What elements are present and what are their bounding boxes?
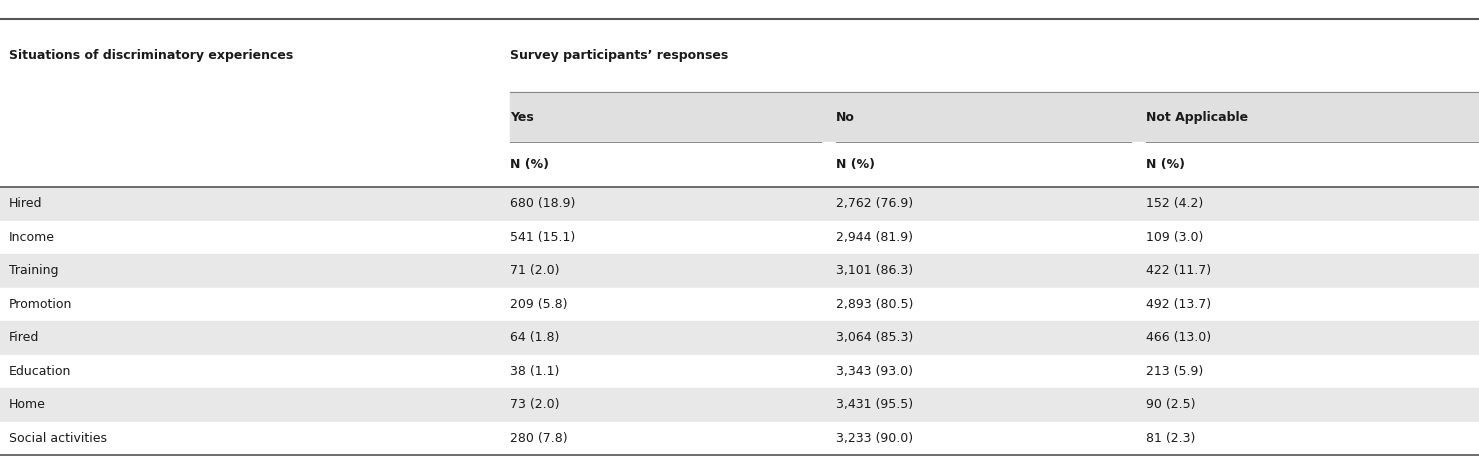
- Bar: [0, 355, 1479, 388]
- Text: Promotion: Promotion: [9, 298, 72, 311]
- Text: Income: Income: [9, 231, 55, 244]
- Text: N (%): N (%): [510, 158, 549, 171]
- Text: 71 (2.0): 71 (2.0): [510, 264, 559, 277]
- Bar: [510, 92, 1479, 142]
- Text: Education: Education: [9, 365, 71, 378]
- Text: Home: Home: [9, 398, 46, 411]
- Text: 3,064 (85.3): 3,064 (85.3): [836, 331, 913, 345]
- Text: 680 (18.9): 680 (18.9): [510, 198, 575, 210]
- Bar: [0, 288, 1479, 321]
- Text: No: No: [836, 111, 855, 124]
- Text: Hired: Hired: [9, 198, 43, 210]
- Bar: [0, 221, 1479, 254]
- Text: 90 (2.5): 90 (2.5): [1146, 398, 1195, 411]
- Bar: [0, 254, 1479, 288]
- Text: 541 (15.1): 541 (15.1): [510, 231, 575, 244]
- Text: 64 (1.8): 64 (1.8): [510, 331, 559, 345]
- Text: 81 (2.3): 81 (2.3): [1146, 432, 1195, 445]
- Bar: [0, 388, 1479, 421]
- Text: 3,101 (86.3): 3,101 (86.3): [836, 264, 913, 277]
- Text: 73 (2.0): 73 (2.0): [510, 398, 559, 411]
- Text: Training: Training: [9, 264, 58, 277]
- Text: 280 (7.8): 280 (7.8): [510, 432, 568, 445]
- Text: 2,762 (76.9): 2,762 (76.9): [836, 198, 913, 210]
- Text: Not Applicable: Not Applicable: [1146, 111, 1248, 124]
- Text: Social activities: Social activities: [9, 432, 106, 445]
- Text: 3,233 (90.0): 3,233 (90.0): [836, 432, 913, 445]
- Text: 109 (3.0): 109 (3.0): [1146, 231, 1204, 244]
- Text: Situations of discriminatory experiences: Situations of discriminatory experiences: [9, 49, 293, 62]
- Text: 213 (5.9): 213 (5.9): [1146, 365, 1204, 378]
- Text: 422 (11.7): 422 (11.7): [1146, 264, 1211, 277]
- Text: 3,343 (93.0): 3,343 (93.0): [836, 365, 913, 378]
- Text: 3,431 (95.5): 3,431 (95.5): [836, 398, 913, 411]
- Bar: [510, 142, 1479, 187]
- Text: N (%): N (%): [836, 158, 874, 171]
- Text: 209 (5.8): 209 (5.8): [510, 298, 568, 311]
- Bar: [0, 321, 1479, 355]
- Text: Fired: Fired: [9, 331, 40, 345]
- Text: 2,944 (81.9): 2,944 (81.9): [836, 231, 913, 244]
- Text: 38 (1.1): 38 (1.1): [510, 365, 559, 378]
- Text: Yes: Yes: [510, 111, 534, 124]
- Text: 152 (4.2): 152 (4.2): [1146, 198, 1204, 210]
- Text: 492 (13.7): 492 (13.7): [1146, 298, 1211, 311]
- Text: N (%): N (%): [1146, 158, 1185, 171]
- Text: Survey participants’ responses: Survey participants’ responses: [510, 49, 729, 62]
- Bar: [0, 187, 1479, 221]
- Text: 466 (13.0): 466 (13.0): [1146, 331, 1211, 345]
- Text: 2,893 (80.5): 2,893 (80.5): [836, 298, 913, 311]
- Bar: [0, 421, 1479, 455]
